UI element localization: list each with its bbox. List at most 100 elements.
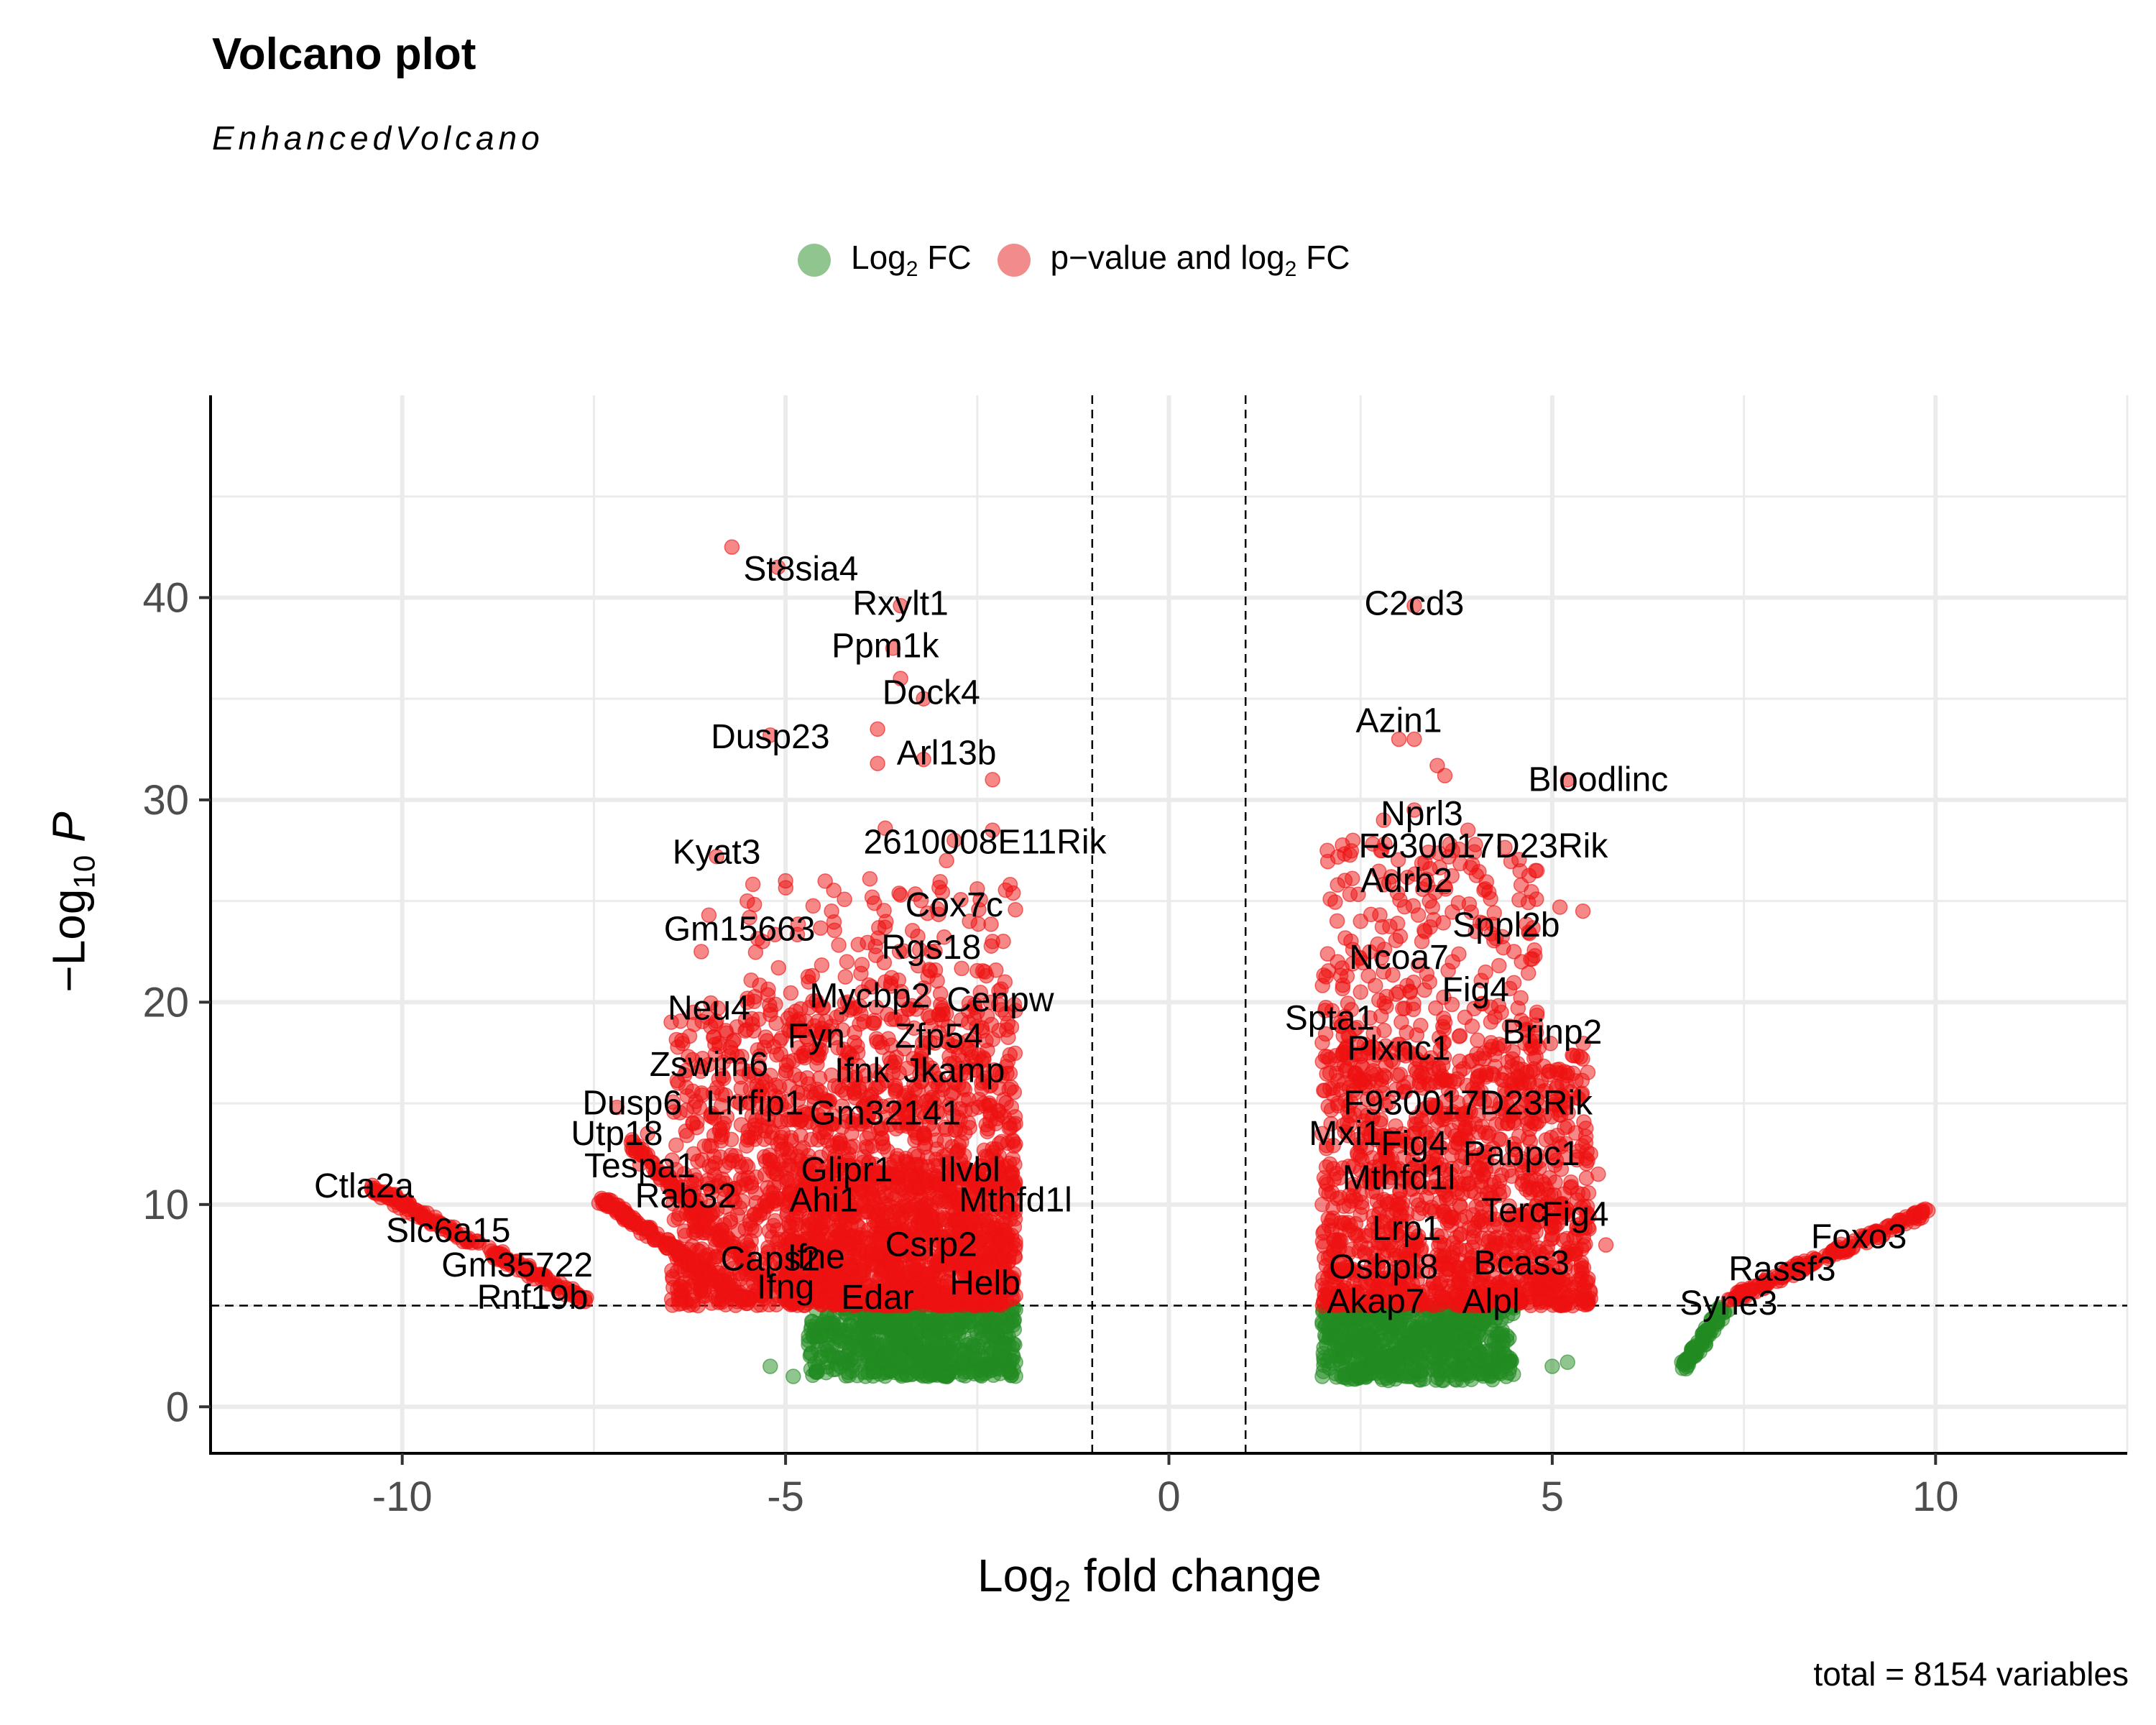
point-log2fc — [885, 1334, 901, 1350]
legend-label-log2fc: Log2 FC — [851, 239, 972, 282]
point-log2fc — [969, 1338, 985, 1354]
point-log2fc — [1460, 1317, 1476, 1334]
point-log2fc — [1353, 1338, 1368, 1354]
point-p-and-log2fc — [872, 1190, 888, 1206]
point-p-and-log2fc — [724, 1152, 741, 1169]
point-log2fc — [1399, 1368, 1414, 1384]
point-p-and-log2fc — [760, 981, 776, 998]
point-p-and-log2fc — [757, 1029, 774, 1045]
point-log2fc — [1428, 1320, 1445, 1337]
point-p-and-log2fc — [826, 1284, 842, 1300]
point-log2fc — [831, 1322, 847, 1338]
point-p-and-log2fc — [813, 920, 829, 936]
point-p-and-log2fc — [793, 1128, 808, 1144]
point-log2fc — [1445, 1330, 1460, 1346]
point-log2fc — [862, 1346, 878, 1362]
point-p-and-log2fc — [817, 873, 833, 889]
point-p-and-log2fc — [863, 1246, 880, 1261]
legend-label-p-and-log2fc: p−value and log2 FC — [1050, 239, 1350, 282]
point-log2fc — [1404, 1341, 1420, 1358]
point-log2fc — [1468, 1348, 1483, 1364]
point-log2fc — [1429, 1342, 1445, 1358]
point-log2fc — [854, 1326, 870, 1342]
point-log2fc — [1416, 1371, 1432, 1387]
point-p-and-log2fc — [867, 938, 883, 954]
point-log2fc — [946, 1346, 962, 1362]
point-log2fc — [801, 1328, 816, 1344]
point-p-and-log2fc — [936, 1211, 952, 1227]
point-log2fc — [1690, 1334, 1706, 1350]
point-log2fc — [818, 1364, 834, 1381]
point-log2fc — [962, 1314, 977, 1330]
point-p-and-log2fc — [770, 960, 787, 976]
point-p-and-log2fc — [854, 957, 870, 972]
point-p-and-log2fc — [980, 1218, 997, 1234]
legend: Log2 FC p−value and log2 FC — [798, 231, 1376, 289]
point-p-and-log2fc — [976, 1095, 992, 1112]
point-log2fc — [908, 1328, 924, 1344]
point-p-and-log2fc — [1008, 1136, 1023, 1152]
point-p-and-log2fc — [706, 1127, 722, 1144]
point-p-and-log2fc — [983, 1241, 999, 1256]
point-p-and-log2fc — [932, 1192, 949, 1208]
point-p-and-log2fc — [918, 1169, 934, 1185]
point-log2fc — [1391, 1320, 1407, 1336]
point-p-and-log2fc — [1006, 1084, 1023, 1100]
point-p-and-log2fc — [746, 1206, 762, 1223]
point-p-and-log2fc — [907, 1261, 923, 1278]
point-p-and-log2fc — [918, 1191, 934, 1208]
point-log2fc — [908, 1362, 924, 1379]
point-p-and-log2fc — [765, 1193, 780, 1210]
point-p-and-log2fc — [685, 1293, 701, 1309]
point-p-and-log2fc — [1008, 901, 1023, 918]
point-p-and-log2fc — [890, 1187, 906, 1203]
point-log2fc — [985, 1326, 1000, 1342]
point-log2fc — [1498, 1333, 1515, 1348]
point-p-and-log2fc — [869, 1034, 885, 1050]
threshold-lines — [211, 395, 2127, 1453]
point-p-and-log2fc — [826, 922, 842, 939]
point-p-and-log2fc — [1005, 1151, 1021, 1167]
point-p-and-log2fc — [902, 1201, 918, 1218]
point-p-and-log2fc — [723, 1131, 740, 1148]
point-p-and-log2fc — [763, 1006, 778, 1023]
point-p-and-log2fc — [663, 1291, 680, 1307]
chart-subtitle: EnhancedVolcano — [212, 119, 544, 157]
point-log2fc — [1560, 1354, 1575, 1371]
point-p-and-log2fc — [744, 1220, 760, 1236]
point-log2fc — [1373, 1333, 1390, 1349]
point-log2fc — [1322, 1348, 1338, 1364]
point-log2fc — [1491, 1364, 1506, 1381]
chart-title: Volcano plot — [212, 29, 476, 79]
point-log2fc — [1314, 1368, 1330, 1384]
point-p-and-log2fc — [837, 1218, 853, 1234]
point-log2fc — [1345, 1362, 1361, 1379]
point-p-and-log2fc — [866, 1015, 883, 1031]
point-log2fc — [1544, 1358, 1560, 1374]
point-p-and-log2fc — [783, 985, 799, 1001]
point-p-and-log2fc — [932, 985, 949, 1002]
legend-swatch-log2fc — [798, 244, 831, 277]
point-log2fc — [1437, 1362, 1453, 1379]
point-log2fc — [893, 1358, 908, 1374]
point-p-and-log2fc — [664, 1262, 680, 1279]
point-log2fc — [877, 1352, 893, 1368]
point-log2fc — [944, 1330, 960, 1347]
legend-item-log2fc: Log2 FC — [798, 238, 972, 282]
point-log2fc — [1414, 1354, 1430, 1371]
point-p-and-log2fc — [829, 1135, 846, 1151]
point-log2fc — [916, 1344, 931, 1361]
point-log2fc — [1412, 1328, 1428, 1343]
point-log2fc — [931, 1322, 947, 1338]
point-p-and-log2fc — [980, 1123, 995, 1140]
legend-item-p-and-log2fc: p−value and log2 FC — [997, 238, 1350, 282]
point-log2fc — [1000, 1362, 1016, 1379]
point-log2fc — [957, 1368, 973, 1384]
point-log2fc — [977, 1361, 993, 1376]
point-log2fc — [1384, 1348, 1400, 1363]
data-points — [364, 539, 1936, 1389]
point-log2fc — [786, 1368, 801, 1384]
point-p-and-log2fc — [745, 876, 761, 893]
point-log2fc — [838, 1368, 854, 1384]
